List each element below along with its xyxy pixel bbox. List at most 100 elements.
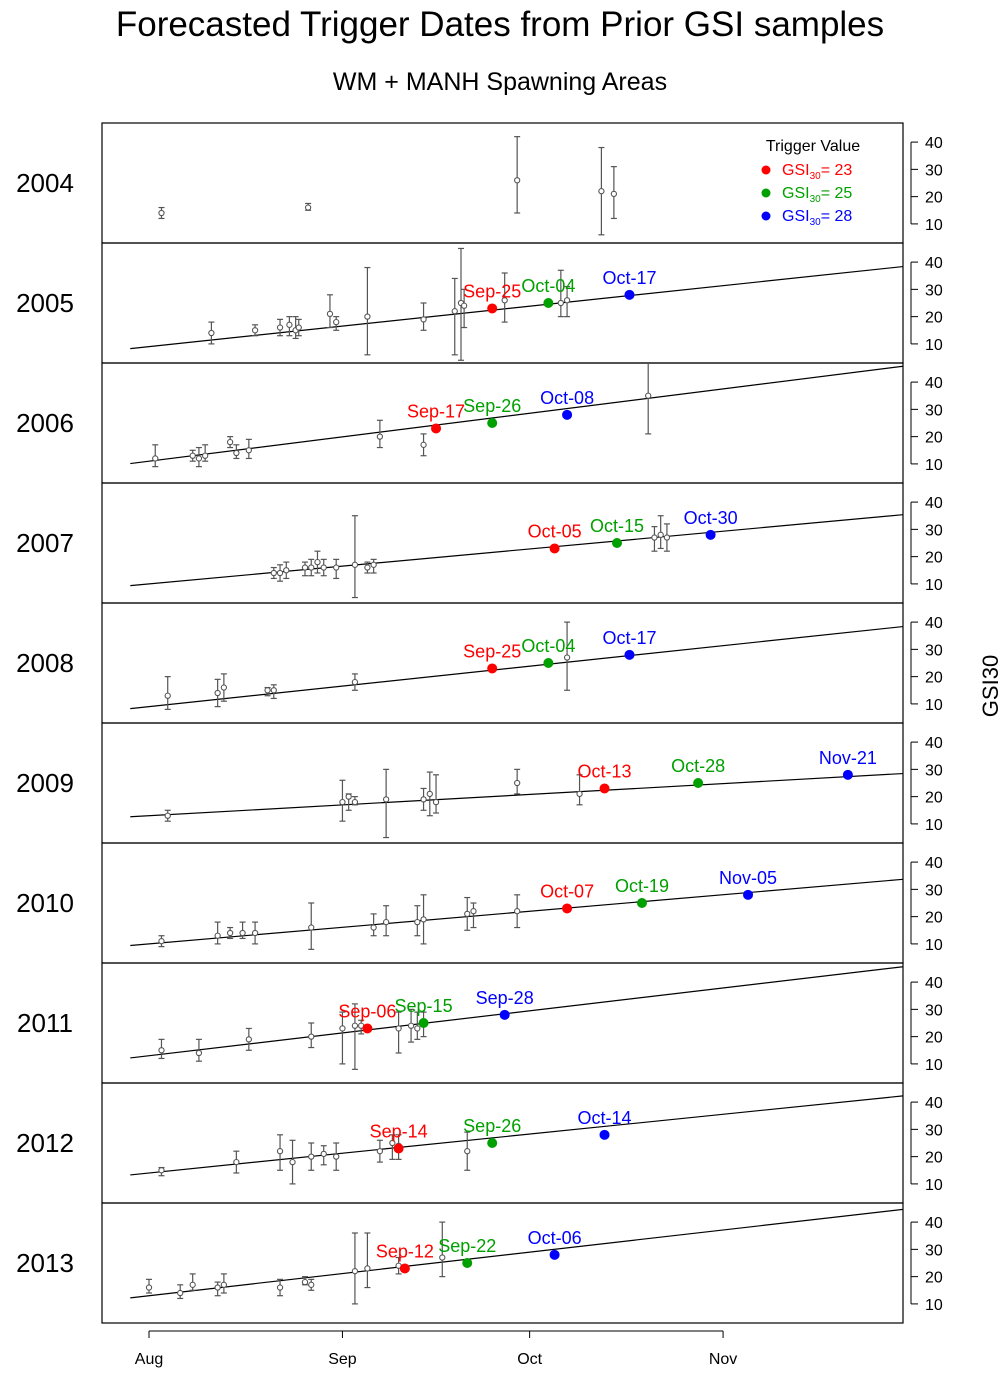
- trigger-label: Oct-30: [684, 508, 738, 528]
- y-tick-label: 20: [925, 310, 943, 327]
- trigger-label: Oct-15: [590, 516, 644, 536]
- sample-point: [233, 1150, 240, 1174]
- sample-marker: [464, 1148, 471, 1155]
- trigger-label: Sep-25: [463, 281, 521, 301]
- sample-point: [320, 1145, 327, 1166]
- sample-point: [645, 363, 652, 435]
- trigger-point: [549, 543, 560, 554]
- y-tick-label: 10: [925, 1177, 943, 1194]
- legend-title: Trigger Value: [766, 138, 860, 155]
- sample-marker: [364, 1265, 371, 1272]
- x-tick-label: Oct: [517, 1351, 542, 1368]
- sample-marker: [308, 1153, 315, 1160]
- sample-marker: [308, 1033, 315, 1040]
- sample-marker: [276, 569, 284, 577]
- sample-point: [308, 558, 315, 577]
- sample-point: [610, 166, 618, 220]
- sample-point: [251, 921, 259, 945]
- panel-plot: [130, 768, 903, 839]
- sample-marker: [364, 564, 371, 571]
- sample-point: [470, 902, 477, 929]
- sample-point: [276, 564, 284, 582]
- sample-marker: [326, 310, 334, 318]
- sample-point: [283, 561, 290, 580]
- y-tick-label: 30: [925, 282, 943, 299]
- sample-marker: [351, 1268, 359, 1275]
- sample-point: [651, 526, 658, 552]
- legend-marker: [761, 165, 771, 175]
- legend-marker: [761, 188, 771, 198]
- sample-point: [189, 449, 196, 462]
- sample-point: [333, 1142, 340, 1171]
- y-tick-label: 40: [925, 495, 943, 512]
- year-label: 2011: [17, 1008, 73, 1038]
- sample-point: [420, 302, 427, 331]
- trigger-point: [487, 418, 498, 428]
- sample-point: [426, 771, 433, 817]
- y-tick-label: 10: [925, 1057, 943, 1074]
- trigger-point: [562, 409, 573, 420]
- sample-point: [451, 277, 458, 356]
- panel-plot: [130, 1208, 903, 1305]
- sample-point: [351, 1003, 359, 1070]
- sample-marker: [382, 918, 390, 926]
- sample-marker: [610, 190, 618, 198]
- trigger-label: Oct-06: [528, 1228, 582, 1248]
- sample-marker: [270, 687, 277, 694]
- trigger-label: Sep-28: [476, 988, 534, 1008]
- y-tick-label: 40: [925, 1095, 943, 1112]
- y-tick-label: 20: [925, 790, 943, 807]
- sample-marker: [195, 455, 203, 462]
- panel-plot: [130, 621, 903, 710]
- sample-point: [339, 1011, 346, 1065]
- trigger-label: Sep-17: [407, 401, 465, 421]
- trigger-label: Oct-13: [578, 761, 632, 781]
- sample-point: [563, 286, 571, 318]
- sample-point: [295, 318, 302, 337]
- sample-marker: [460, 302, 468, 309]
- chart-subtitle: WM + MANH Spawning Areas: [333, 68, 667, 96]
- sample-point: [657, 515, 664, 550]
- sample-point: [382, 905, 390, 937]
- sample-marker: [514, 908, 521, 915]
- sample-point: [251, 324, 259, 337]
- sample-marker: [320, 564, 327, 571]
- sample-point: [304, 202, 312, 211]
- sample-point: [420, 433, 427, 457]
- sample-marker: [339, 798, 346, 806]
- sample-marker: [233, 1158, 240, 1166]
- sample-marker: [663, 534, 671, 541]
- panel-plot: [130, 1095, 903, 1185]
- panel-frame: [101, 242, 904, 364]
- y-tick-label: 30: [925, 162, 943, 179]
- sample-point: [364, 1232, 371, 1289]
- sample-marker: [158, 1047, 165, 1054]
- sample-marker: [395, 1025, 402, 1032]
- trigger-point: [599, 783, 610, 794]
- trigger-point: [612, 538, 622, 548]
- sample-marker: [226, 929, 234, 937]
- sample-marker: [145, 1284, 153, 1291]
- sample-point: [407, 1008, 415, 1043]
- sample-point: [598, 146, 605, 236]
- sample-marker: [308, 924, 315, 931]
- sample-marker: [351, 798, 359, 806]
- trend-line: [130, 514, 903, 587]
- legend-label: GSI30= 25: [782, 185, 852, 205]
- sample-point: [414, 905, 421, 937]
- sample-marker: [439, 1254, 446, 1261]
- y-tick-label: 20: [925, 1030, 943, 1047]
- sample-marker: [333, 1153, 340, 1160]
- sample-marker: [308, 564, 315, 571]
- trigger-label: Oct-14: [578, 1108, 632, 1128]
- trigger-point: [743, 889, 754, 900]
- sample-point: [320, 558, 327, 577]
- trigger-point: [624, 649, 635, 660]
- trigger-point: [431, 423, 442, 434]
- sample-marker: [364, 313, 371, 320]
- sample-marker: [414, 1025, 421, 1032]
- sample-point: [214, 921, 221, 945]
- sample-point: [158, 1038, 165, 1060]
- sample-marker: [195, 1049, 203, 1057]
- sample-marker: [220, 684, 228, 691]
